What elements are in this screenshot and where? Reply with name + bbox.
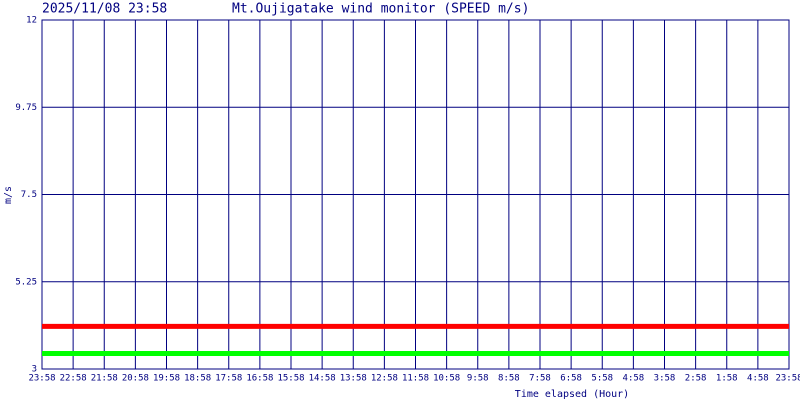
x-tick-label: 21:58 (91, 374, 118, 384)
y-tick-label: 12 (26, 16, 37, 26)
x-tick-label: 12:58 (371, 374, 398, 384)
x-tick-label: 11:58 (402, 374, 429, 384)
x-tick-label: 13:58 (340, 374, 367, 384)
y-tick-label: 5.25 (15, 277, 37, 287)
x-tick-label: 5:58 (591, 374, 613, 384)
x-tick-label: 7:58 (529, 374, 551, 384)
plot-frame (41, 19, 790, 370)
y-tick-label: 9.75 (15, 103, 37, 113)
y-axis-label: m/s (3, 186, 14, 204)
x-tick-label: 20:58 (122, 374, 149, 384)
x-tick-label: 2:58 (685, 374, 707, 384)
x-tick-label: 23:58 (28, 374, 55, 384)
x-tick-label: 9:58 (467, 374, 489, 384)
x-tick-label: 3:58 (654, 374, 676, 384)
x-tick-label: 10:58 (433, 374, 460, 384)
x-tick-label: 14:58 (309, 374, 336, 384)
chart-title: Mt.Oujigatake wind monitor (SPEED m/s) (232, 2, 529, 17)
x-tick-label: 1:58 (716, 374, 738, 384)
x-axis-label: Time elapsed (Hour) (515, 389, 629, 400)
x-tick-label: 15:58 (277, 374, 304, 384)
y-tick-label: 3 (32, 365, 37, 375)
x-tick-label: 4:58 (623, 374, 645, 384)
x-tick-label: 4:58 (747, 374, 769, 384)
y-tick-label: 7.5 (21, 190, 37, 200)
x-tick-label: 6:58 (560, 374, 582, 384)
x-tick-label: 23:58 (775, 374, 800, 384)
timestamp: 2025/11/08 23:58 (42, 2, 167, 17)
x-tick-label: 8:58 (498, 374, 520, 384)
x-tick-label: 22:58 (60, 374, 87, 384)
x-tick-label: 18:58 (184, 374, 211, 384)
x-tick-label: 17:58 (215, 374, 242, 384)
x-tick-label: 19:58 (153, 374, 180, 384)
x-tick-label: 16:58 (246, 374, 273, 384)
